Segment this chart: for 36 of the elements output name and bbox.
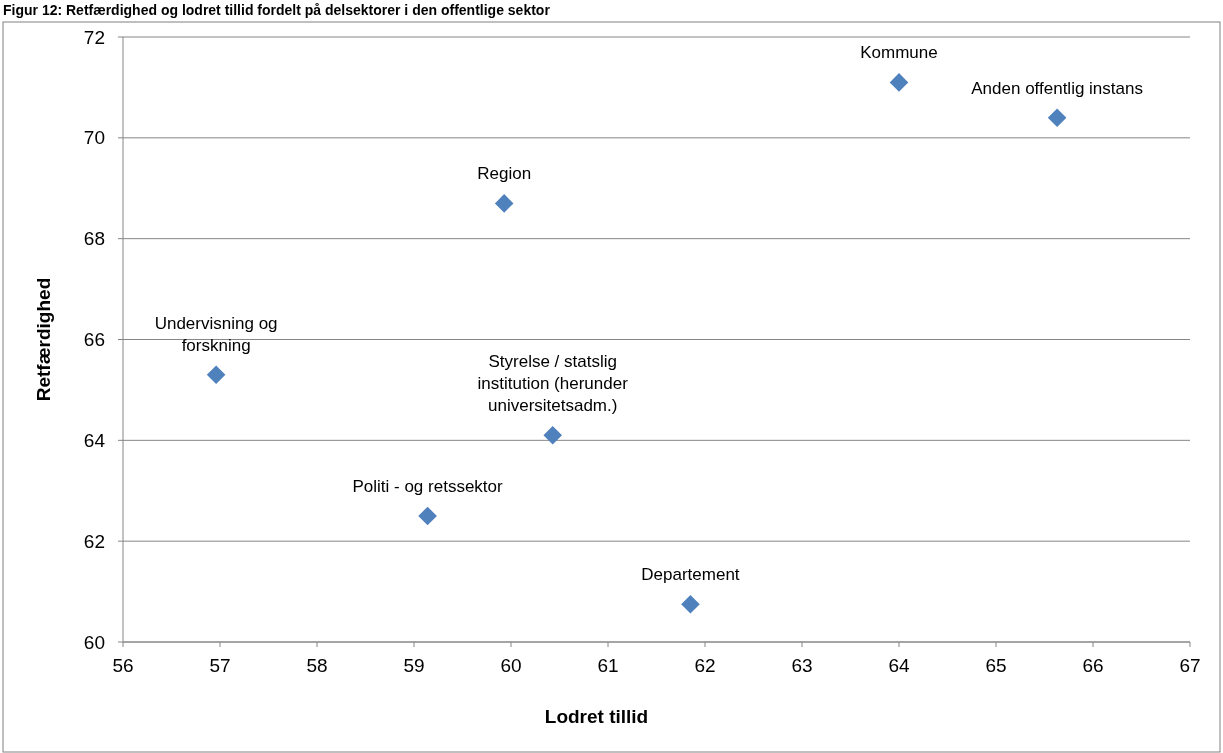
x-tick-label: 63 bbox=[791, 655, 813, 676]
y-tick-label: 70 bbox=[83, 127, 105, 149]
x-tick-label: 60 bbox=[500, 655, 522, 676]
y-tick-label: 62 bbox=[83, 530, 105, 552]
y-tick-label: 68 bbox=[83, 228, 105, 250]
x-tick-label: 66 bbox=[1082, 655, 1104, 676]
y-axis-title: Retfærdighed bbox=[33, 277, 54, 402]
point bbox=[543, 426, 562, 445]
x-tick-label: 59 bbox=[403, 655, 425, 676]
chart-title: Figur 12: Retfærdighed og lodret tillid fordelt på delsektorer i den offentlige sektor bbox=[3, 2, 551, 18]
annotation: Region bbox=[477, 164, 532, 184]
y-tick-label: 66 bbox=[83, 329, 105, 351]
y-tick-label: 72 bbox=[83, 26, 105, 48]
x-tick-label: 57 bbox=[209, 655, 231, 676]
annotation: Politi - og retssektor bbox=[352, 476, 504, 496]
x-axis-title: Lodret tillid bbox=[544, 706, 649, 727]
point bbox=[494, 194, 514, 213]
x-tick-label: 65 bbox=[985, 655, 1007, 676]
annotation: Kommune bbox=[860, 43, 938, 63]
point bbox=[206, 365, 226, 385]
point bbox=[418, 506, 437, 526]
x-tick-label: 56 bbox=[112, 655, 134, 676]
annotation: Anden offentlig instans bbox=[971, 78, 1143, 98]
x-tick-label: 58 bbox=[306, 655, 328, 676]
point bbox=[1047, 108, 1067, 127]
x-tick-label: 61 bbox=[597, 655, 619, 676]
annotation: Styrelse / statslig institution (herunder universitetsadm.) bbox=[477, 352, 629, 416]
point bbox=[889, 73, 909, 92]
x-tick-label: 62 bbox=[694, 655, 716, 676]
y-tick-label: 60 bbox=[83, 631, 105, 653]
y-tick-label: 64 bbox=[83, 429, 106, 451]
point bbox=[681, 594, 700, 614]
x-tick-label: 67 bbox=[1179, 655, 1201, 676]
annotation: Undervisning og forskning bbox=[154, 313, 278, 355]
annotation: Departement bbox=[641, 565, 740, 585]
x-tick-label: 64 bbox=[888, 655, 910, 676]
